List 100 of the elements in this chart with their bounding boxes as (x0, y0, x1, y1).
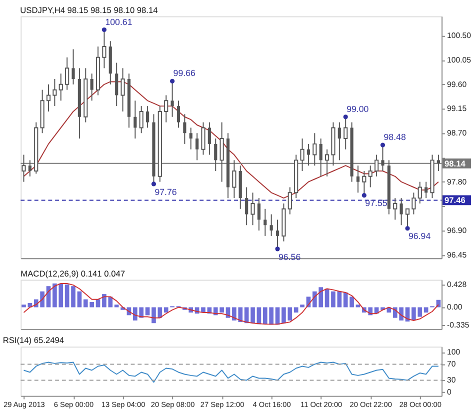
candlestick (250, 192, 255, 226)
candlestick (22, 154, 26, 182)
data-label: 97.55 (365, 198, 388, 208)
candlestick (319, 138, 322, 177)
y-tick-label: 0.428 (446, 280, 468, 290)
bar (250, 307, 255, 324)
candlestick (189, 127, 192, 150)
data-label: 99.66 (173, 68, 196, 78)
candlestick (300, 138, 304, 172)
candlestick (418, 181, 422, 204)
point (102, 27, 107, 32)
bar (96, 299, 100, 308)
y-tick-label: 96.45 (446, 250, 468, 260)
y-tick-label: 100.50 (446, 31, 472, 40)
candlestick (120, 68, 125, 112)
candlestick (65, 56, 70, 90)
bar (331, 291, 336, 308)
candlestick (176, 100, 180, 128)
candlestick (288, 186, 292, 215)
candlestick (306, 143, 310, 166)
y-tick-label: 97.80 (446, 177, 468, 186)
y-tick-label: 96.90 (446, 226, 468, 235)
bar (77, 291, 82, 308)
data-label: 99.00 (346, 104, 369, 114)
candlestick (220, 122, 224, 182)
point (362, 193, 366, 198)
bar (114, 304, 119, 308)
y-tick-label: 30 (446, 376, 456, 385)
data-label: 100.61 (105, 16, 132, 27)
candlestick (245, 186, 248, 226)
point (275, 246, 280, 252)
chart-title: USDJPY,H4 98.15 98.15 98.10 98.14 (20, 4, 158, 15)
candlestick (374, 154, 379, 177)
candlestick (170, 80, 174, 118)
y-tick-label: 99.15 (446, 104, 468, 114)
candlestick (344, 116, 348, 150)
candlestick (52, 78, 57, 107)
candlestick (232, 160, 236, 199)
candlestick (381, 144, 384, 172)
ref-line-label: 97.46 (444, 195, 466, 206)
candlestick (436, 154, 440, 172)
candlestick (312, 132, 317, 166)
bar (152, 307, 156, 324)
candlestick (90, 73, 94, 102)
chart-title: MACD(12,26,9) 0.141 0.047 (20, 268, 126, 278)
y-tick-label: 100 (446, 348, 461, 357)
point (343, 114, 348, 120)
y-tick-label: 99.60 (446, 80, 468, 89)
ref-line-label: 98.14 (444, 158, 466, 168)
candlestick (72, 48, 75, 85)
candlestick (28, 160, 32, 177)
data-label: 98.48 (384, 132, 406, 142)
candlestick (139, 106, 144, 134)
bar (356, 304, 360, 308)
point (151, 182, 156, 186)
candlestick (264, 208, 267, 236)
candlestick (356, 165, 360, 194)
candlestick (405, 208, 410, 229)
candlestick (214, 138, 218, 172)
bar (164, 307, 168, 313)
candlestick (362, 170, 366, 196)
bar (64, 284, 70, 308)
candlestick (400, 198, 403, 226)
y-tick-label: 98.70 (446, 128, 468, 138)
candlestick (424, 181, 428, 199)
bar (300, 304, 304, 308)
candlestick (164, 94, 168, 123)
candlestick (338, 122, 341, 161)
data-label: 96.94 (408, 231, 431, 242)
y-tick-label: 100.05 (446, 56, 472, 65)
point (405, 226, 410, 231)
candlestick (368, 165, 372, 188)
chart-title: RSI(14) 65.2494 (2, 335, 64, 346)
data-label: 97.76 (154, 186, 177, 197)
line-series (23, 362, 439, 383)
y-tick-label: 0 (446, 388, 452, 397)
candlestick (196, 132, 199, 161)
bar (71, 286, 76, 308)
candlestick (134, 100, 137, 140)
candlestick (46, 84, 51, 112)
candlestick (257, 198, 260, 232)
candlestick (324, 148, 330, 177)
candlestick (412, 192, 416, 215)
candlestick (146, 106, 150, 128)
point (170, 78, 175, 84)
candlestick (58, 73, 63, 102)
y-tick-label: -0.335 (446, 320, 470, 330)
candlestick (270, 214, 273, 236)
point (380, 142, 386, 148)
bar (22, 304, 26, 308)
candlestick (208, 122, 211, 156)
candlestick (183, 114, 186, 144)
y-tick-label: 0.00 (446, 302, 463, 312)
candlestick (393, 198, 398, 220)
y-tick-label: 70 (446, 360, 456, 369)
candlestick (276, 219, 280, 250)
line-series (23, 282, 439, 325)
bar (294, 307, 298, 313)
bar (337, 291, 342, 308)
candlestick (115, 62, 118, 107)
